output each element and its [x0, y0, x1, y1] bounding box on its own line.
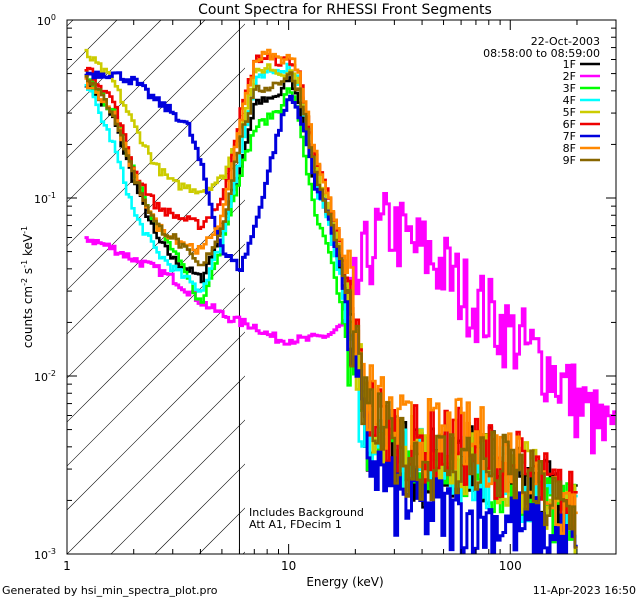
legend-label: 1F [563, 58, 576, 71]
legend-label: 7F [563, 130, 576, 143]
legend-label: 2F [563, 70, 576, 83]
date-label: 22-Oct-2003 [531, 35, 600, 48]
x-tick-label: 10 [281, 559, 296, 573]
legend-label: 3F [563, 82, 576, 95]
legend-label: 6F [563, 118, 576, 131]
x-axis-label: Energy (keV) [306, 575, 383, 589]
series-9F [84, 71, 578, 549]
plot-frame [66, 19, 617, 555]
annotation-background: Includes Background [249, 506, 364, 519]
y-tick-label: 10-3 [34, 547, 56, 562]
footer-timestamp: 11-Apr-2023 16:50 [533, 584, 636, 597]
y-tick-label: 100 [37, 13, 56, 28]
x-tick-label: 100 [499, 559, 522, 573]
x-tick-label: 1 [63, 559, 71, 573]
chart-title: Count Spectra for RHESSI Front Segments [198, 2, 492, 18]
legend-label: 5F [563, 106, 576, 119]
series-2F [84, 192, 616, 455]
legend-label: 4F [563, 94, 576, 107]
y-tick-label: 10-2 [34, 369, 56, 384]
legend-label: 8F [563, 142, 576, 155]
y-axis-label: counts cm-2 s-1 keV-1 [20, 226, 35, 348]
time-range-label: 08:58:00 to 08:59:00 [483, 47, 600, 60]
y-tick-label: 10-1 [34, 191, 56, 206]
annotation-attenuator: Att A1, FDecim 1 [249, 518, 342, 531]
legend-label: 9F [563, 154, 576, 167]
footer-generated-by: Generated by hsi_min_spectra_plot.pro [2, 584, 218, 597]
